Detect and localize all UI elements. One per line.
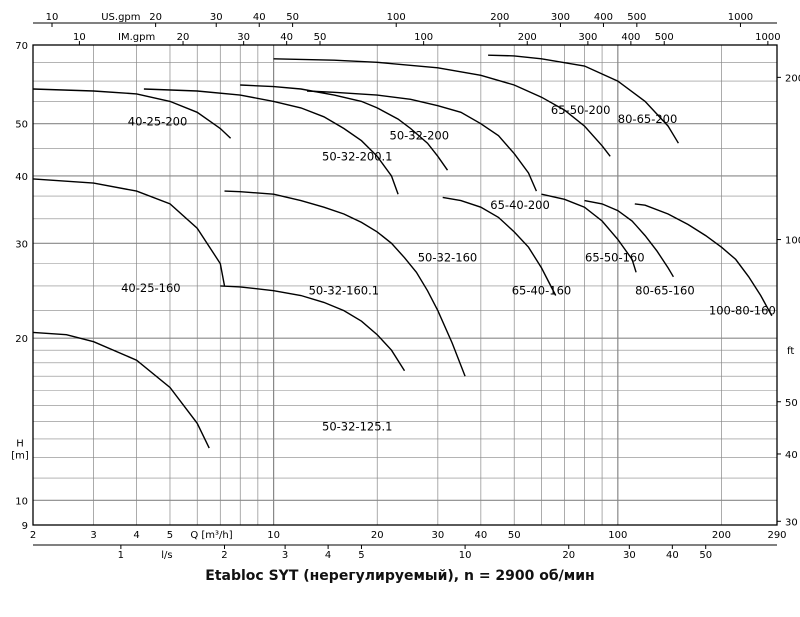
imgpm-tick-label: 40 [280,32,293,43]
usgpm-tick-label: 300 [551,12,570,23]
series-line-65-50-160 [541,193,637,273]
series-line-100-80-160 [634,203,773,317]
ls-tick-label: 2 [221,550,227,561]
right-tick-label: 50 [785,398,798,409]
bottom-tick-label: 4 [133,530,139,541]
bottom-axis-label: Q [m³/h] [190,530,232,541]
bottom-tick-label: 200 [712,530,731,541]
ls-tick-label: 3 [282,550,288,561]
usgpm-axis-label: US.gpm [101,12,140,23]
ls-axis-label: l/s [161,550,172,561]
ls-tick-label: 4 [325,550,331,561]
series-label-50-32-160.1: 50-32-160.1 [309,284,380,298]
series-label-80-65-200: 80-65-200 [618,112,678,126]
imgpm-tick-label: 1000 [755,32,780,43]
usgpm-tick-label: 400 [594,12,613,23]
ls-tick-label: 20 [562,550,575,561]
pump-curve-chart: 40-25-200 40-25-160 50-32-125.1 50-32-200.1… [11,12,800,561]
imgpm-tick-label: 100 [414,32,433,43]
left-axis-label-name: H [16,438,24,449]
series-line-50-32-125.1 [32,331,210,449]
usgpm-tick-label: 30 [210,12,223,23]
bottom-tick-label: 5 [167,530,173,541]
usgpm-tick-label: 20 [149,12,162,23]
bottom-tick-label: 50 [508,530,521,541]
bottom-tick-label: 20 [371,530,384,541]
ls-tick-label: 30 [623,550,636,561]
series-line-50-32-160.1 [220,285,406,372]
imgpm-tick-label: 20 [177,32,190,43]
left-tick-label: 20 [15,334,28,345]
series-line-40-25-200 [32,88,232,139]
left-tick-label: 30 [15,239,28,250]
bottom-tick-label: 2 [30,530,36,541]
bottom-tick-label: 10 [267,530,280,541]
usgpm-tick-label: 500 [627,12,646,23]
right-tick-label: 200 [785,73,800,84]
left-tick-label: 9 [22,521,28,532]
series-label-50-32-160: 50-32-160 [418,251,478,265]
series-label-65-50-160: 65-50-160 [585,251,645,265]
usgpm-tick-label: 100 [387,12,406,23]
bottom-tick-label: 40 [474,530,487,541]
right-tick-label: 40 [785,450,798,461]
series-label-100-80-160: 100-80-160 [709,304,776,318]
left-tick-label: 40 [15,172,28,183]
bottom-tick-label: 100 [608,530,627,541]
series-line-65-40-160 [442,196,557,296]
imgpm-axis-label: IM.gpm [118,32,155,43]
imgpm-tick-label: 10 [73,32,86,43]
imgpm-tick-label: 500 [655,32,674,43]
right-axis-label: ft [787,346,794,357]
series-line-50-32-200 [240,84,449,171]
plot-frame [32,44,778,526]
right-tick-label: 30 [785,517,798,528]
series-label-40-25-200: 40-25-200 [128,114,188,128]
chart-grid [32,44,777,526]
curve-labels: 40-25-200 40-25-160 50-32-125.1 50-32-200.1… [121,103,776,434]
left-axis-label-unit: [m] [11,450,29,461]
ls-tick-label: 10 [459,550,472,561]
series-label-50-32-125.1: 50-32-125.1 [322,420,393,434]
series-label-80-65-160: 80-65-160 [635,284,695,298]
usgpm-tick-label: 1000 [728,12,753,23]
series-label-40-25-160: 40-25-160 [121,281,181,295]
ls-tick-label: 1 [118,550,124,561]
imgpm-tick-label: 30 [237,32,250,43]
pump-curves [32,54,773,449]
imgpm-tick-label: 50 [314,32,327,43]
series-line-80-65-200 [488,54,679,144]
imgpm-tick-label: 300 [578,32,597,43]
left-tick-label: 50 [15,120,28,131]
imgpm-tick-label: 200 [518,32,537,43]
series-label-65-40-200: 65-40-200 [490,198,550,212]
series-line-65-40-200 [306,90,538,192]
imgpm-tick-label: 400 [621,32,640,43]
usgpm-tick-label: 50 [286,12,299,23]
ls-tick-label: 40 [666,550,679,561]
series-line-80-65-160 [584,199,675,278]
series-label-65-40-160: 65-40-160 [512,284,572,298]
usgpm-tick-label: 200 [490,12,509,23]
ls-tick-label: 50 [699,550,712,561]
left-tick-label: 70 [15,41,28,52]
bottom-tick-label: 3 [90,530,96,541]
series-label-65-50-200: 65-50-200 [551,103,611,117]
chart-axes: 9102030405070H[m]304050100200ft234510203… [11,12,800,561]
right-tick-label: 100 [785,236,800,247]
series-line-50-32-200.1 [143,88,399,195]
ls-tick-label: 5 [358,550,364,561]
usgpm-tick-label: 40 [253,12,266,23]
series-line-65-50-200 [273,58,611,157]
series-line-50-32-160 [224,190,466,377]
left-tick-label: 10 [15,496,28,507]
chart-caption: Etabloc SYT (нерегулируемый), n = 2900 о… [205,568,595,584]
series-label-50-32-200: 50-32-200 [390,129,450,143]
bottom-tick-label: 30 [431,530,444,541]
bottom-tick-label: 290 [767,530,786,541]
series-line-40-25-160 [32,178,226,287]
usgpm-tick-label: 10 [46,12,59,23]
series-label-50-32-200.1: 50-32-200.1 [322,149,393,163]
